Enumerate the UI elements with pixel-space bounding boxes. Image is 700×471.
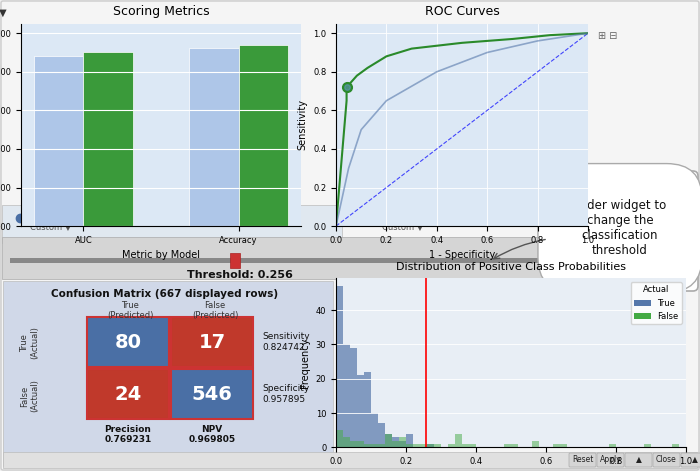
Bar xyxy=(364,444,371,447)
Bar xyxy=(392,437,399,447)
Text: False
(Actual): False (Actual) xyxy=(20,380,40,413)
Bar xyxy=(560,444,567,447)
Bar xyxy=(336,430,343,447)
Bar xyxy=(392,440,399,447)
Bar xyxy=(343,344,350,447)
FancyBboxPatch shape xyxy=(2,237,682,279)
Bar xyxy=(350,348,357,447)
FancyBboxPatch shape xyxy=(597,453,624,467)
FancyBboxPatch shape xyxy=(543,171,698,291)
Text: Custom ▼: Custom ▼ xyxy=(382,222,424,232)
Bar xyxy=(469,444,476,447)
Bar xyxy=(406,444,413,447)
Text: 80: 80 xyxy=(115,333,141,351)
Title: ROC Curves: ROC Curves xyxy=(425,5,499,18)
Bar xyxy=(399,437,406,447)
Bar xyxy=(239,45,288,226)
Bar xyxy=(644,444,651,447)
Text: Apply: Apply xyxy=(600,455,622,464)
Text: Close: Close xyxy=(656,455,677,464)
Bar xyxy=(504,444,511,447)
Bar xyxy=(455,434,462,447)
Y-axis label: Sensitivity: Sensitivity xyxy=(298,99,307,150)
Bar xyxy=(553,444,560,447)
Bar xyxy=(532,440,539,447)
Legend: True, False: True, False xyxy=(631,282,682,324)
Text: NPV
0.969805: NPV 0.969805 xyxy=(188,425,236,445)
Bar xyxy=(420,444,427,447)
Text: P (Churn?=True): P (Churn?=True) xyxy=(30,209,110,219)
Text: 546: 546 xyxy=(192,384,232,404)
Bar xyxy=(427,444,434,447)
Bar xyxy=(357,440,364,447)
FancyBboxPatch shape xyxy=(171,317,253,367)
Bar xyxy=(34,57,83,226)
Text: 17: 17 xyxy=(198,333,225,351)
FancyBboxPatch shape xyxy=(625,453,652,467)
X-axis label: Metric by Model: Metric by Model xyxy=(122,251,200,260)
Bar xyxy=(385,434,392,447)
FancyBboxPatch shape xyxy=(171,369,253,419)
Bar xyxy=(336,286,343,447)
Text: Stats ▼: Stats ▼ xyxy=(0,8,6,17)
Y-axis label: Frequency: Frequency xyxy=(300,338,310,388)
Bar xyxy=(406,434,413,447)
Text: 24: 24 xyxy=(114,384,141,404)
Bar xyxy=(385,434,392,447)
X-axis label: 1 - Specificity: 1 - Specificity xyxy=(429,251,495,260)
Text: Confusion Matrix (667 displayed rows): Confusion Matrix (667 displayed rows) xyxy=(51,289,279,299)
Bar xyxy=(10,258,670,263)
Bar xyxy=(378,444,385,447)
Bar xyxy=(378,423,385,447)
Bar xyxy=(364,372,371,447)
Bar xyxy=(399,440,406,447)
FancyBboxPatch shape xyxy=(3,452,697,468)
Text: False
(Predicted): False (Predicted) xyxy=(192,301,238,320)
Bar xyxy=(343,437,350,447)
Bar xyxy=(511,444,518,447)
Text: Reset: Reset xyxy=(572,455,593,464)
Text: Threshold: 0.256: Threshold: 0.256 xyxy=(187,270,293,280)
FancyBboxPatch shape xyxy=(681,453,700,467)
Bar xyxy=(672,444,679,447)
Bar xyxy=(413,444,420,447)
FancyBboxPatch shape xyxy=(569,453,596,467)
Title: Scoring Metrics: Scoring Metrics xyxy=(113,5,209,18)
Text: Specificity
0.957895: Specificity 0.957895 xyxy=(262,384,309,404)
Bar xyxy=(350,440,357,447)
Text: Precision
0.769231: Precision 0.769231 xyxy=(104,425,152,445)
Text: ▲: ▲ xyxy=(692,455,697,464)
Bar xyxy=(371,444,378,447)
Text: Slider widget to
change the
classification
threshold: Slider widget to change the classificati… xyxy=(573,199,666,257)
Text: ⊞ ⊟: ⊞ ⊟ xyxy=(598,31,617,41)
Bar xyxy=(189,48,239,226)
FancyBboxPatch shape xyxy=(2,205,342,243)
Title: Distribution of Positive Class Probabilities: Distribution of Positive Class Probabili… xyxy=(396,261,626,272)
Bar xyxy=(609,444,616,447)
Text: P (Churn?=True)RF: P (Churn?=True)RF xyxy=(382,209,486,219)
Text: Sensitivity
0.824742: Sensitivity 0.824742 xyxy=(262,333,309,352)
FancyBboxPatch shape xyxy=(653,453,680,467)
FancyBboxPatch shape xyxy=(87,369,169,419)
Bar xyxy=(230,253,240,268)
Text: Custom ▼: Custom ▼ xyxy=(30,222,71,232)
FancyBboxPatch shape xyxy=(87,317,169,367)
Bar xyxy=(448,444,455,447)
Text: ▲: ▲ xyxy=(636,455,641,464)
Bar xyxy=(357,375,364,447)
Bar xyxy=(462,444,469,447)
Bar xyxy=(427,444,434,447)
FancyBboxPatch shape xyxy=(3,281,333,466)
Bar xyxy=(83,52,133,226)
Text: True
(Predicted): True (Predicted) xyxy=(107,301,153,320)
Bar xyxy=(371,413,378,447)
Bar xyxy=(434,444,441,447)
Text: True
(Actual): True (Actual) xyxy=(20,326,40,359)
